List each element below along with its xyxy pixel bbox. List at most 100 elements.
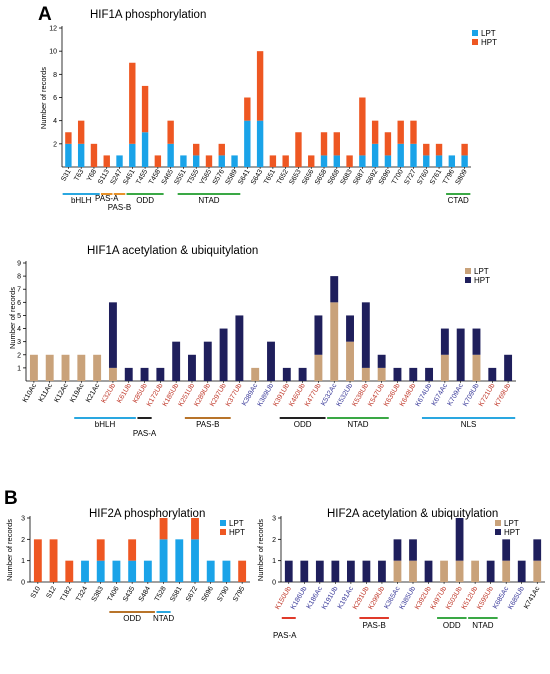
c1-bar-lpt bbox=[371, 143, 379, 167]
c2-y-tick-label: 9 bbox=[17, 261, 21, 268]
c1-x-tick-label: S656 bbox=[301, 168, 315, 186]
c2-bar-hpt bbox=[172, 341, 181, 381]
c1-x-tick-label: Y68 bbox=[86, 168, 98, 182]
c1-bar-hpt bbox=[141, 85, 149, 133]
c3-bar-hpt bbox=[33, 539, 42, 582]
c1-bar-hpt bbox=[205, 155, 213, 167]
c1-bar-hpt bbox=[256, 51, 264, 121]
c1-bar-lpt bbox=[384, 155, 392, 167]
c1-bar-lpt bbox=[193, 155, 200, 167]
c4-x-tick-label: K741Ac bbox=[523, 585, 542, 610]
c4-bar-lpt bbox=[502, 560, 511, 582]
c1-bar-lpt bbox=[77, 143, 85, 167]
c1-bar-hpt bbox=[384, 132, 392, 156]
c2-bar-hpt bbox=[409, 367, 418, 381]
c2-bar-hpt bbox=[440, 328, 449, 355]
c1-domain-label-ctad: CTAD bbox=[448, 196, 469, 205]
c1-bar-hpt bbox=[410, 120, 417, 144]
c4-y-tick-label: 1 bbox=[272, 558, 276, 565]
c3-y-axis-label: Number of records bbox=[5, 519, 14, 581]
c1-bar-hpt bbox=[193, 143, 200, 156]
c1-bar-hpt bbox=[77, 120, 85, 144]
c1-bar-hpt bbox=[244, 97, 251, 121]
c1-bar-lpt bbox=[320, 155, 328, 167]
c1-x-tick-label: T455 bbox=[135, 168, 149, 185]
c1-bar-lpt bbox=[141, 132, 149, 167]
c1-domain-label-ntad: NTAD bbox=[198, 196, 219, 205]
c1-x-tick-label: S451 bbox=[122, 168, 136, 186]
c1-bar-hpt bbox=[320, 132, 328, 156]
c1-bar-hpt bbox=[397, 120, 404, 144]
c2-bar-hpt bbox=[108, 302, 117, 368]
c2-domain-label-pas-a: PAS-A bbox=[133, 429, 157, 438]
c3-x-tick-label: T324 bbox=[75, 585, 89, 602]
c4-domain-label-pas-a: PAS-A bbox=[273, 631, 297, 640]
c2-domain-label-pas-b: PAS-B bbox=[196, 420, 219, 429]
c1-bar-hpt bbox=[269, 155, 277, 167]
c1-bar-hpt bbox=[65, 132, 72, 144]
c1-bar-hpt bbox=[333, 132, 340, 156]
c2-bar-lpt bbox=[314, 354, 323, 381]
c3-x-tick-label: S383 bbox=[91, 585, 105, 603]
c2-bar-hpt bbox=[504, 354, 513, 381]
c2-y-tick-label: 3 bbox=[17, 339, 21, 346]
c3-legend-label-hpt: HPT bbox=[229, 528, 245, 537]
c1-bar-hpt bbox=[90, 143, 98, 167]
c2-legend-label-hpt: HPT bbox=[474, 276, 490, 285]
c1-y-tick-label: 4 bbox=[53, 118, 57, 125]
c3-bar-hpt bbox=[159, 518, 168, 540]
c2-x-tick-label: K10Ac bbox=[22, 382, 39, 404]
c1-bar-hpt bbox=[167, 120, 174, 144]
c1-x-tick-label: S643 bbox=[250, 168, 264, 186]
c2-bar-lpt bbox=[472, 354, 481, 381]
c3-x-tick-label: T406 bbox=[107, 585, 121, 602]
c2-domain-label-nls: NLS bbox=[461, 420, 477, 429]
c2-y-tick-label: 5 bbox=[17, 313, 21, 320]
c3-bar-hpt bbox=[128, 539, 137, 561]
c3-bar-hpt bbox=[96, 539, 105, 561]
c2-bar-hpt bbox=[377, 354, 386, 368]
c2-bar-lpt bbox=[29, 354, 38, 381]
c1-bar-lpt bbox=[359, 155, 366, 167]
c1-bar-hpt bbox=[218, 143, 225, 156]
c1-bar-lpt bbox=[244, 120, 251, 167]
c4-bar-lpt bbox=[393, 560, 402, 582]
c2-domain-label-ntad: NTAD bbox=[347, 420, 368, 429]
c4-bar-hpt bbox=[362, 560, 371, 582]
c1-x-tick-label: S683 bbox=[340, 168, 354, 186]
c1-legend-label-hpt: HPT bbox=[481, 38, 497, 47]
c2-bar-hpt bbox=[488, 367, 497, 381]
c3-bar-lpt bbox=[96, 560, 105, 582]
c3-bar-lpt bbox=[222, 560, 231, 582]
c2-bar-hpt bbox=[314, 315, 323, 355]
c1-x-tick-label: S809 bbox=[455, 168, 469, 186]
c1-y-axis-label: Number of records bbox=[39, 67, 48, 129]
c1-y-tick-label: 10 bbox=[49, 49, 57, 56]
c1-x-tick-label: T63 bbox=[73, 168, 85, 182]
c1-bar-lpt bbox=[218, 155, 225, 167]
c3-domain-label-odd: ODD bbox=[123, 614, 141, 623]
c2-legend-swatch-lpt bbox=[465, 268, 471, 274]
c3-bar-hpt bbox=[49, 539, 58, 582]
c1-x-tick-label: S696 bbox=[378, 168, 392, 186]
c2-bar-hpt bbox=[425, 367, 434, 381]
c2-x-tick-label: K61Ub bbox=[116, 382, 133, 404]
c4-legend-swatch-lpt bbox=[495, 520, 501, 526]
c3-legend-label-lpt: LPT bbox=[229, 519, 244, 528]
c3-bar-hpt bbox=[191, 518, 199, 540]
c3-x-tick-label: S790 bbox=[216, 585, 230, 603]
c1-x-tick-label: S653 bbox=[288, 168, 302, 186]
c3-bar-hpt bbox=[65, 560, 74, 582]
c2-y-tick-label: 1 bbox=[17, 365, 21, 372]
c1-bar-hpt bbox=[371, 120, 379, 144]
c3-legend-swatch-lpt bbox=[220, 520, 226, 526]
c2-bar-lpt bbox=[440, 354, 449, 381]
c2-y-tick-label: 4 bbox=[17, 326, 21, 333]
c1-bar-lpt bbox=[461, 155, 468, 167]
c2-bar-lpt bbox=[346, 341, 354, 381]
c3-x-tick-label: S10 bbox=[30, 585, 42, 599]
c3-bar-lpt bbox=[191, 539, 199, 582]
c1-bar-lpt bbox=[448, 155, 456, 167]
c1-bar-hpt bbox=[346, 155, 353, 167]
